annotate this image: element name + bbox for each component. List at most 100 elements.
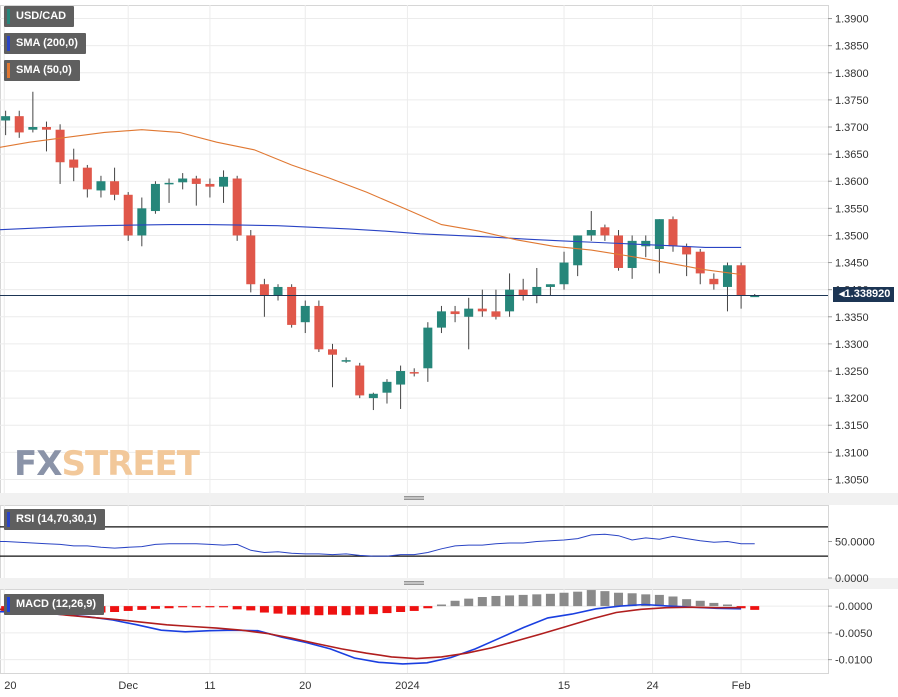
candle	[600, 224, 610, 241]
candle	[586, 211, 596, 241]
sma50-line	[0, 129, 742, 276]
sma200-line	[0, 224, 742, 248]
candle	[14, 110, 24, 138]
macd-histogram-bar	[477, 597, 487, 607]
panel-splitter-1	[0, 493, 898, 505]
candle-body	[586, 230, 596, 236]
candle	[55, 124, 65, 184]
candle-body	[682, 246, 692, 255]
candle	[150, 181, 160, 214]
macd-histogram-bar	[123, 606, 133, 611]
candle-body	[191, 178, 201, 184]
legend-rsi-swatch	[7, 512, 10, 527]
legend-sma50[interactable]: SMA (50,0)	[4, 60, 80, 81]
y-tick-label: 1.3650	[835, 149, 869, 161]
candle	[368, 392, 378, 411]
candle	[300, 300, 310, 334]
candle	[341, 357, 351, 363]
candle-body	[505, 289, 515, 312]
fxstreet-watermark: FXSTREET	[14, 444, 200, 484]
x-tick-label: 2024	[395, 680, 419, 692]
macd-histogram-bar	[491, 595, 501, 607]
x-tick-label: 15	[558, 680, 570, 692]
candle-body	[396, 371, 406, 385]
macd-histogram-bar	[382, 606, 392, 614]
y-tick-label: 1.3350	[835, 312, 869, 324]
legend-sma50-label: SMA (50,0)	[16, 64, 72, 76]
candle-body	[273, 286, 283, 296]
panel-splitter-2	[0, 578, 898, 589]
candle-body	[750, 295, 760, 298]
macd-histogram-bar	[219, 606, 229, 608]
macd-histogram-bar	[273, 606, 283, 614]
legend-sma200[interactable]: SMA (200,0)	[4, 33, 86, 54]
x-tick-label: Dec	[118, 680, 138, 692]
x-tick-label: 11	[204, 680, 215, 692]
macd-histogram-bar	[232, 606, 242, 610]
rsi-y-tick-label: 50.0000	[835, 537, 875, 549]
candle-body	[654, 219, 664, 249]
legend-rsi[interactable]: RSI (14,70,30,1)	[4, 509, 105, 530]
candle	[614, 230, 624, 271]
candle-body	[409, 372, 419, 374]
main-plot	[0, 91, 760, 411]
candle-body	[28, 127, 38, 130]
candle	[110, 167, 120, 201]
y-tick-label: 1.3300	[835, 339, 869, 351]
candle-body	[110, 181, 120, 195]
candle-body	[722, 265, 732, 287]
candle-body	[559, 262, 569, 285]
candle-body	[178, 178, 188, 183]
y-tick-label: 1.3850	[835, 41, 869, 53]
candle	[287, 284, 297, 328]
macd-histogram-bar	[682, 599, 692, 607]
candle-body	[518, 289, 528, 296]
legend-macd-label: MACD (12,26,9)	[16, 598, 97, 610]
watermark-part1: FX	[14, 444, 62, 484]
candle	[491, 289, 501, 320]
candle	[164, 178, 174, 203]
macd-histogram-bar	[722, 604, 732, 607]
candle-body	[314, 305, 324, 350]
macd-histogram-bar	[750, 606, 760, 610]
candle	[41, 121, 51, 152]
candle	[314, 300, 324, 353]
candle-body	[368, 393, 378, 399]
rsi-y-tick-label: 0.0000	[835, 573, 869, 585]
y-tick-label: 1.3750	[835, 95, 869, 107]
legend-rsi-label: RSI (14,70,30,1)	[16, 513, 97, 525]
candle-body	[382, 381, 392, 393]
x-tick-label: Feb	[732, 680, 751, 692]
candle-body	[1, 116, 11, 121]
splitter-grip-1	[404, 496, 424, 500]
macd-y-tick-label: -0.0000	[835, 601, 872, 613]
candle-body	[464, 308, 474, 317]
legend-macd[interactable]: MACD (12,26,9)	[4, 594, 105, 615]
macd-histogram-bar	[287, 606, 297, 615]
candle	[709, 273, 719, 290]
candle	[573, 235, 583, 277]
candle-body	[545, 284, 555, 287]
y-tick-label: 1.3800	[835, 68, 869, 80]
candle-body	[137, 208, 147, 236]
macd-histogram-bar	[518, 594, 528, 607]
macd-histogram-bar	[559, 592, 569, 607]
candle-body	[573, 235, 583, 266]
legend-symbol[interactable]: USD/CAD	[4, 6, 75, 27]
candle	[722, 262, 732, 312]
macd-histogram-bar	[709, 602, 719, 607]
candle	[382, 379, 392, 404]
x-tick-label: 20	[299, 680, 311, 692]
candle-body	[450, 311, 460, 315]
candle	[123, 192, 133, 241]
macd-histogram-bar	[191, 606, 201, 608]
macd-histogram-bar	[450, 600, 460, 607]
candle-body	[300, 305, 310, 323]
candle	[1, 110, 11, 136]
candle-body	[477, 308, 487, 312]
watermark-part2: STREET	[61, 444, 200, 484]
macd-histogram-bar	[355, 606, 365, 615]
candle-body	[436, 311, 446, 328]
y-tick-label: 1.3050	[835, 474, 869, 486]
